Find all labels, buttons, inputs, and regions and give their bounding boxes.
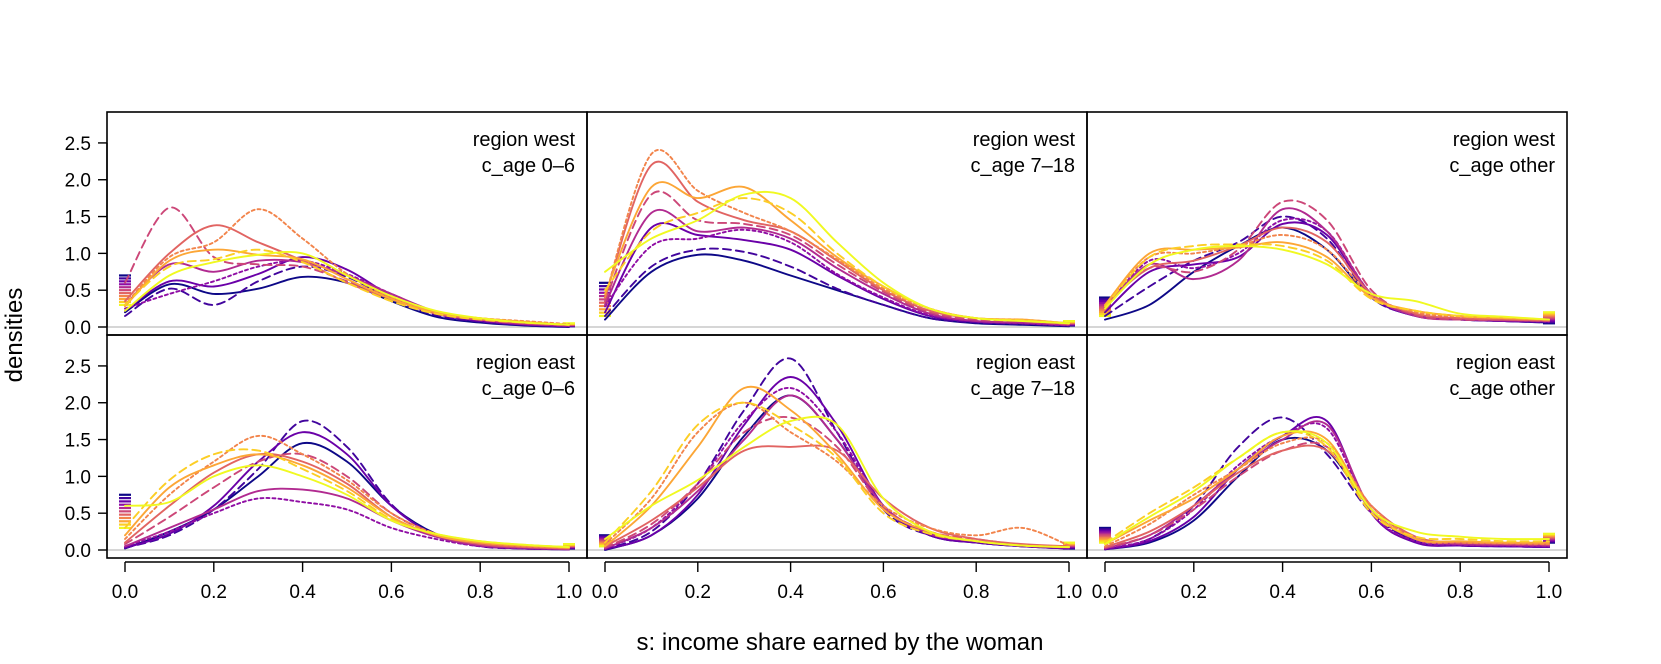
- x-tick-label: 0.0: [1092, 582, 1118, 603]
- panel-r1-c3-label-line2: c_age other: [1449, 155, 1555, 177]
- y-tick-label: 0.0: [65, 541, 91, 562]
- x-tick-label: 1.0: [556, 582, 582, 603]
- panel-r2-c1-series-11: [124, 464, 570, 549]
- panel-labels: region west c_age 0–6 region west c_age 7–1…: [473, 129, 1556, 400]
- panel-r2-c2-series-6: [604, 416, 1070, 549]
- panel-r2-c1-series-6: [124, 452, 570, 550]
- panel-r2-c2-label-line1: region east: [976, 352, 1075, 374]
- y-tick-label: 1.0: [65, 467, 91, 488]
- panel-r1-c1-series-10: [124, 248, 570, 326]
- y-tick-label: 0.0: [65, 318, 91, 339]
- panel-r1-c1-label-line2: c_age 0–6: [482, 155, 575, 177]
- x-tick-label: 0.4: [1269, 582, 1296, 603]
- panel-frames: [106, 111, 1568, 559]
- panel-r2-c3-frame: [1086, 334, 1568, 559]
- panel-r1-c2-series-6: [604, 190, 1070, 326]
- x-tick-label: 0.8: [467, 582, 493, 603]
- panel-r2-c2-series-7: [604, 444, 1070, 548]
- panel-r2-c1-series-7: [124, 452, 570, 550]
- x-tick-label: 0.8: [1447, 582, 1473, 603]
- panel-r2-c3-label-line1: region east: [1456, 352, 1555, 374]
- panel-r1-c3-series-7: [1104, 226, 1550, 322]
- panel-r2-c2-series-10: [604, 401, 1070, 549]
- x-tick-label: 0.4: [289, 582, 316, 603]
- y-axis-title: densities: [1, 288, 28, 383]
- y-tick-label: 1.5: [65, 208, 91, 229]
- panel-r2-c1-series-2: [124, 419, 570, 551]
- panel-r2-c1-series-5: [124, 487, 570, 551]
- panel-r1-c2-series-11: [604, 190, 1070, 325]
- y-tick-label: 1.5: [65, 431, 91, 452]
- panel-r2-c2-series-9: [604, 385, 1070, 549]
- panel-r1-c2-series-8: [604, 149, 1070, 325]
- axes: 0.0 0.5 1.0 1.5 2.0 2.5 0.0 0.5 1.0 1.5 2.0 2.5 0.0 0…: [65, 134, 1563, 603]
- panel-r2-c3-series-3: [1104, 415, 1550, 551]
- panel-r2-c1-label-line2: c_age 0–6: [482, 378, 575, 400]
- panel-r1-c2-series-10: [604, 197, 1070, 325]
- panel-r1-c2-label-line2: c_age 7–18: [970, 155, 1075, 177]
- x-tick-label: 0.6: [378, 582, 404, 603]
- panel-r2-c3-series-10: [1104, 430, 1550, 544]
- panel-r2-c2-label-line2: c_age 7–18: [970, 378, 1075, 400]
- x-tick-label: 0.0: [592, 582, 618, 603]
- x-tick-label: 0.2: [201, 582, 227, 603]
- panel-r2-c2-series-5: [604, 394, 1070, 550]
- panel-r2-c2-series-4: [604, 387, 1070, 550]
- x-tick-label: 0.2: [685, 582, 711, 603]
- panel-r2-c3-series-2: [1104, 416, 1550, 551]
- panel-r1-c3-series-10: [1104, 243, 1550, 321]
- panel-r1-c3-series-6: [1104, 199, 1550, 323]
- density-curves: [107, 149, 1567, 551]
- panel-r1-c2-series-5: [604, 209, 1070, 326]
- panel-r2-c1-series-1: [124, 441, 570, 551]
- y-tick-label: 0.5: [65, 504, 91, 525]
- y-tick-label: 0.5: [65, 281, 91, 302]
- x-tick-label: 0.6: [1358, 582, 1384, 603]
- x-axis-title: s: income share earned by the woman: [637, 629, 1044, 656]
- panel-r1-c3-series-11: [1104, 245, 1550, 321]
- x-tick-label: 1.0: [1056, 582, 1082, 603]
- panel-r1-c2-series-9: [604, 181, 1070, 325]
- x-tick-label: 0.6: [870, 582, 896, 603]
- y-tick-label: 2.5: [65, 134, 91, 155]
- x-tick-label: 0.0: [112, 582, 138, 603]
- panel-r2-c1-label-line1: region east: [476, 352, 575, 374]
- panel-r1-c2-label-line1: region west: [973, 129, 1076, 151]
- panel-r1-c1-series-11: [124, 250, 570, 326]
- panel-r1-c1-label-line1: region west: [473, 129, 576, 151]
- panel-r1-c2-series-1: [604, 253, 1070, 328]
- y-tick-label: 2.0: [65, 171, 91, 192]
- panel-r2-c3-label-line2: c_age other: [1449, 378, 1555, 400]
- y-tick-label: 2.5: [65, 357, 91, 378]
- x-tick-label: 0.8: [963, 582, 989, 603]
- panel-r2-c2-series-1: [604, 394, 1070, 551]
- panel-r2-c2-series-11: [604, 415, 1070, 549]
- y-tick-label: 2.0: [65, 394, 91, 415]
- panel-r2-c3-series-9: [1104, 430, 1550, 546]
- panel-r2-c3-series-11: [1104, 430, 1550, 546]
- x-tick-label: 0.4: [777, 582, 804, 603]
- x-tick-label: 0.2: [1181, 582, 1207, 603]
- panel-r1-c2-series-4: [604, 228, 1070, 327]
- panel-r1-c3-label-line1: region west: [1453, 129, 1556, 151]
- y-tick-label: 1.0: [65, 244, 91, 265]
- x-tick-label: 1.0: [1536, 582, 1562, 603]
- panel-r2-c2-series-8: [604, 401, 1070, 547]
- panel-r2-c1-series-9: [124, 453, 570, 549]
